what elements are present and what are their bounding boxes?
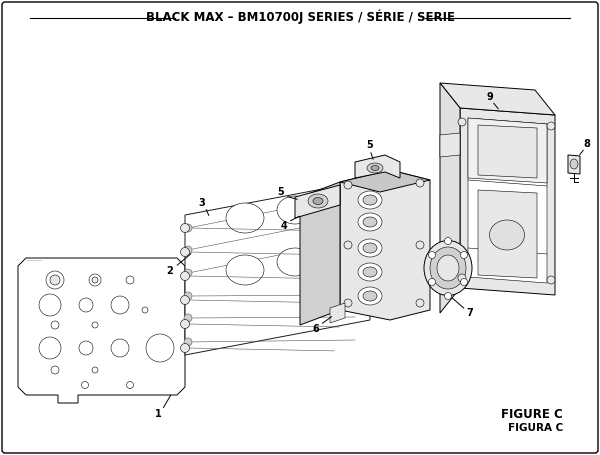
Ellipse shape xyxy=(325,189,359,215)
Circle shape xyxy=(184,246,192,254)
Circle shape xyxy=(142,307,148,313)
Ellipse shape xyxy=(79,341,93,355)
Circle shape xyxy=(92,322,98,328)
Text: 7: 7 xyxy=(467,308,473,318)
Ellipse shape xyxy=(111,339,129,357)
Circle shape xyxy=(89,274,101,286)
Ellipse shape xyxy=(363,217,377,227)
Circle shape xyxy=(344,241,352,249)
Ellipse shape xyxy=(39,337,61,359)
Polygon shape xyxy=(330,303,345,323)
Ellipse shape xyxy=(327,243,357,266)
Ellipse shape xyxy=(437,255,459,281)
Circle shape xyxy=(181,223,190,233)
Ellipse shape xyxy=(371,166,379,171)
Circle shape xyxy=(184,338,192,346)
Ellipse shape xyxy=(358,263,382,281)
Circle shape xyxy=(181,319,190,329)
Ellipse shape xyxy=(39,294,61,316)
Ellipse shape xyxy=(358,287,382,305)
Ellipse shape xyxy=(226,255,264,285)
Ellipse shape xyxy=(363,291,377,301)
Circle shape xyxy=(50,275,60,285)
Text: 5: 5 xyxy=(367,140,373,150)
Circle shape xyxy=(416,241,424,249)
Circle shape xyxy=(46,271,64,289)
Text: 3: 3 xyxy=(199,198,205,208)
Text: FIGURA C: FIGURA C xyxy=(508,423,563,433)
Circle shape xyxy=(458,274,466,282)
Ellipse shape xyxy=(424,241,472,295)
Ellipse shape xyxy=(430,247,466,289)
Ellipse shape xyxy=(277,248,313,276)
Circle shape xyxy=(445,293,452,299)
Circle shape xyxy=(416,179,424,187)
Ellipse shape xyxy=(79,298,93,312)
Text: 6: 6 xyxy=(313,324,319,334)
Ellipse shape xyxy=(363,195,377,205)
Circle shape xyxy=(461,278,467,285)
Circle shape xyxy=(184,269,192,277)
Circle shape xyxy=(181,272,190,280)
Circle shape xyxy=(51,321,59,329)
Circle shape xyxy=(547,276,555,284)
Circle shape xyxy=(51,366,59,374)
Polygon shape xyxy=(18,258,185,403)
Polygon shape xyxy=(355,155,400,178)
Polygon shape xyxy=(185,180,370,355)
Ellipse shape xyxy=(490,220,524,250)
Polygon shape xyxy=(478,125,537,178)
Circle shape xyxy=(344,181,352,189)
Circle shape xyxy=(92,367,98,373)
Polygon shape xyxy=(440,83,460,313)
Polygon shape xyxy=(568,155,580,174)
Circle shape xyxy=(445,238,452,244)
Text: 5: 5 xyxy=(278,187,284,197)
Polygon shape xyxy=(478,190,537,278)
Circle shape xyxy=(127,381,133,389)
Ellipse shape xyxy=(570,159,578,169)
Circle shape xyxy=(547,122,555,130)
Circle shape xyxy=(184,314,192,322)
Polygon shape xyxy=(460,108,555,295)
Polygon shape xyxy=(440,83,555,115)
Ellipse shape xyxy=(146,334,174,362)
Circle shape xyxy=(461,252,467,258)
Circle shape xyxy=(458,118,466,126)
Polygon shape xyxy=(300,182,340,325)
Ellipse shape xyxy=(358,239,382,257)
Circle shape xyxy=(181,248,190,257)
Ellipse shape xyxy=(363,267,377,277)
Polygon shape xyxy=(468,118,547,183)
Text: 1: 1 xyxy=(155,409,161,419)
Text: 4: 4 xyxy=(281,221,287,231)
Ellipse shape xyxy=(363,243,377,253)
Ellipse shape xyxy=(358,191,382,209)
Ellipse shape xyxy=(367,163,383,173)
Polygon shape xyxy=(468,118,547,283)
Circle shape xyxy=(181,344,190,353)
Polygon shape xyxy=(440,246,460,270)
Circle shape xyxy=(82,381,89,389)
Circle shape xyxy=(126,276,134,284)
Circle shape xyxy=(92,277,98,283)
Circle shape xyxy=(416,299,424,307)
Ellipse shape xyxy=(313,197,323,204)
Polygon shape xyxy=(340,170,430,192)
Ellipse shape xyxy=(308,194,328,208)
Text: 9: 9 xyxy=(487,92,493,102)
Ellipse shape xyxy=(111,296,129,314)
Text: BLACK MAX – BM10700J SERIES / SÉRIE / SERIE: BLACK MAX – BM10700J SERIES / SÉRIE / SE… xyxy=(146,10,455,24)
Polygon shape xyxy=(440,133,460,157)
Circle shape xyxy=(181,295,190,304)
Ellipse shape xyxy=(226,203,264,233)
Circle shape xyxy=(344,299,352,307)
Polygon shape xyxy=(340,170,430,320)
Circle shape xyxy=(184,224,192,232)
Circle shape xyxy=(428,278,436,285)
Polygon shape xyxy=(295,185,340,218)
Circle shape xyxy=(428,252,436,258)
Circle shape xyxy=(184,292,192,300)
Text: 8: 8 xyxy=(584,139,590,149)
